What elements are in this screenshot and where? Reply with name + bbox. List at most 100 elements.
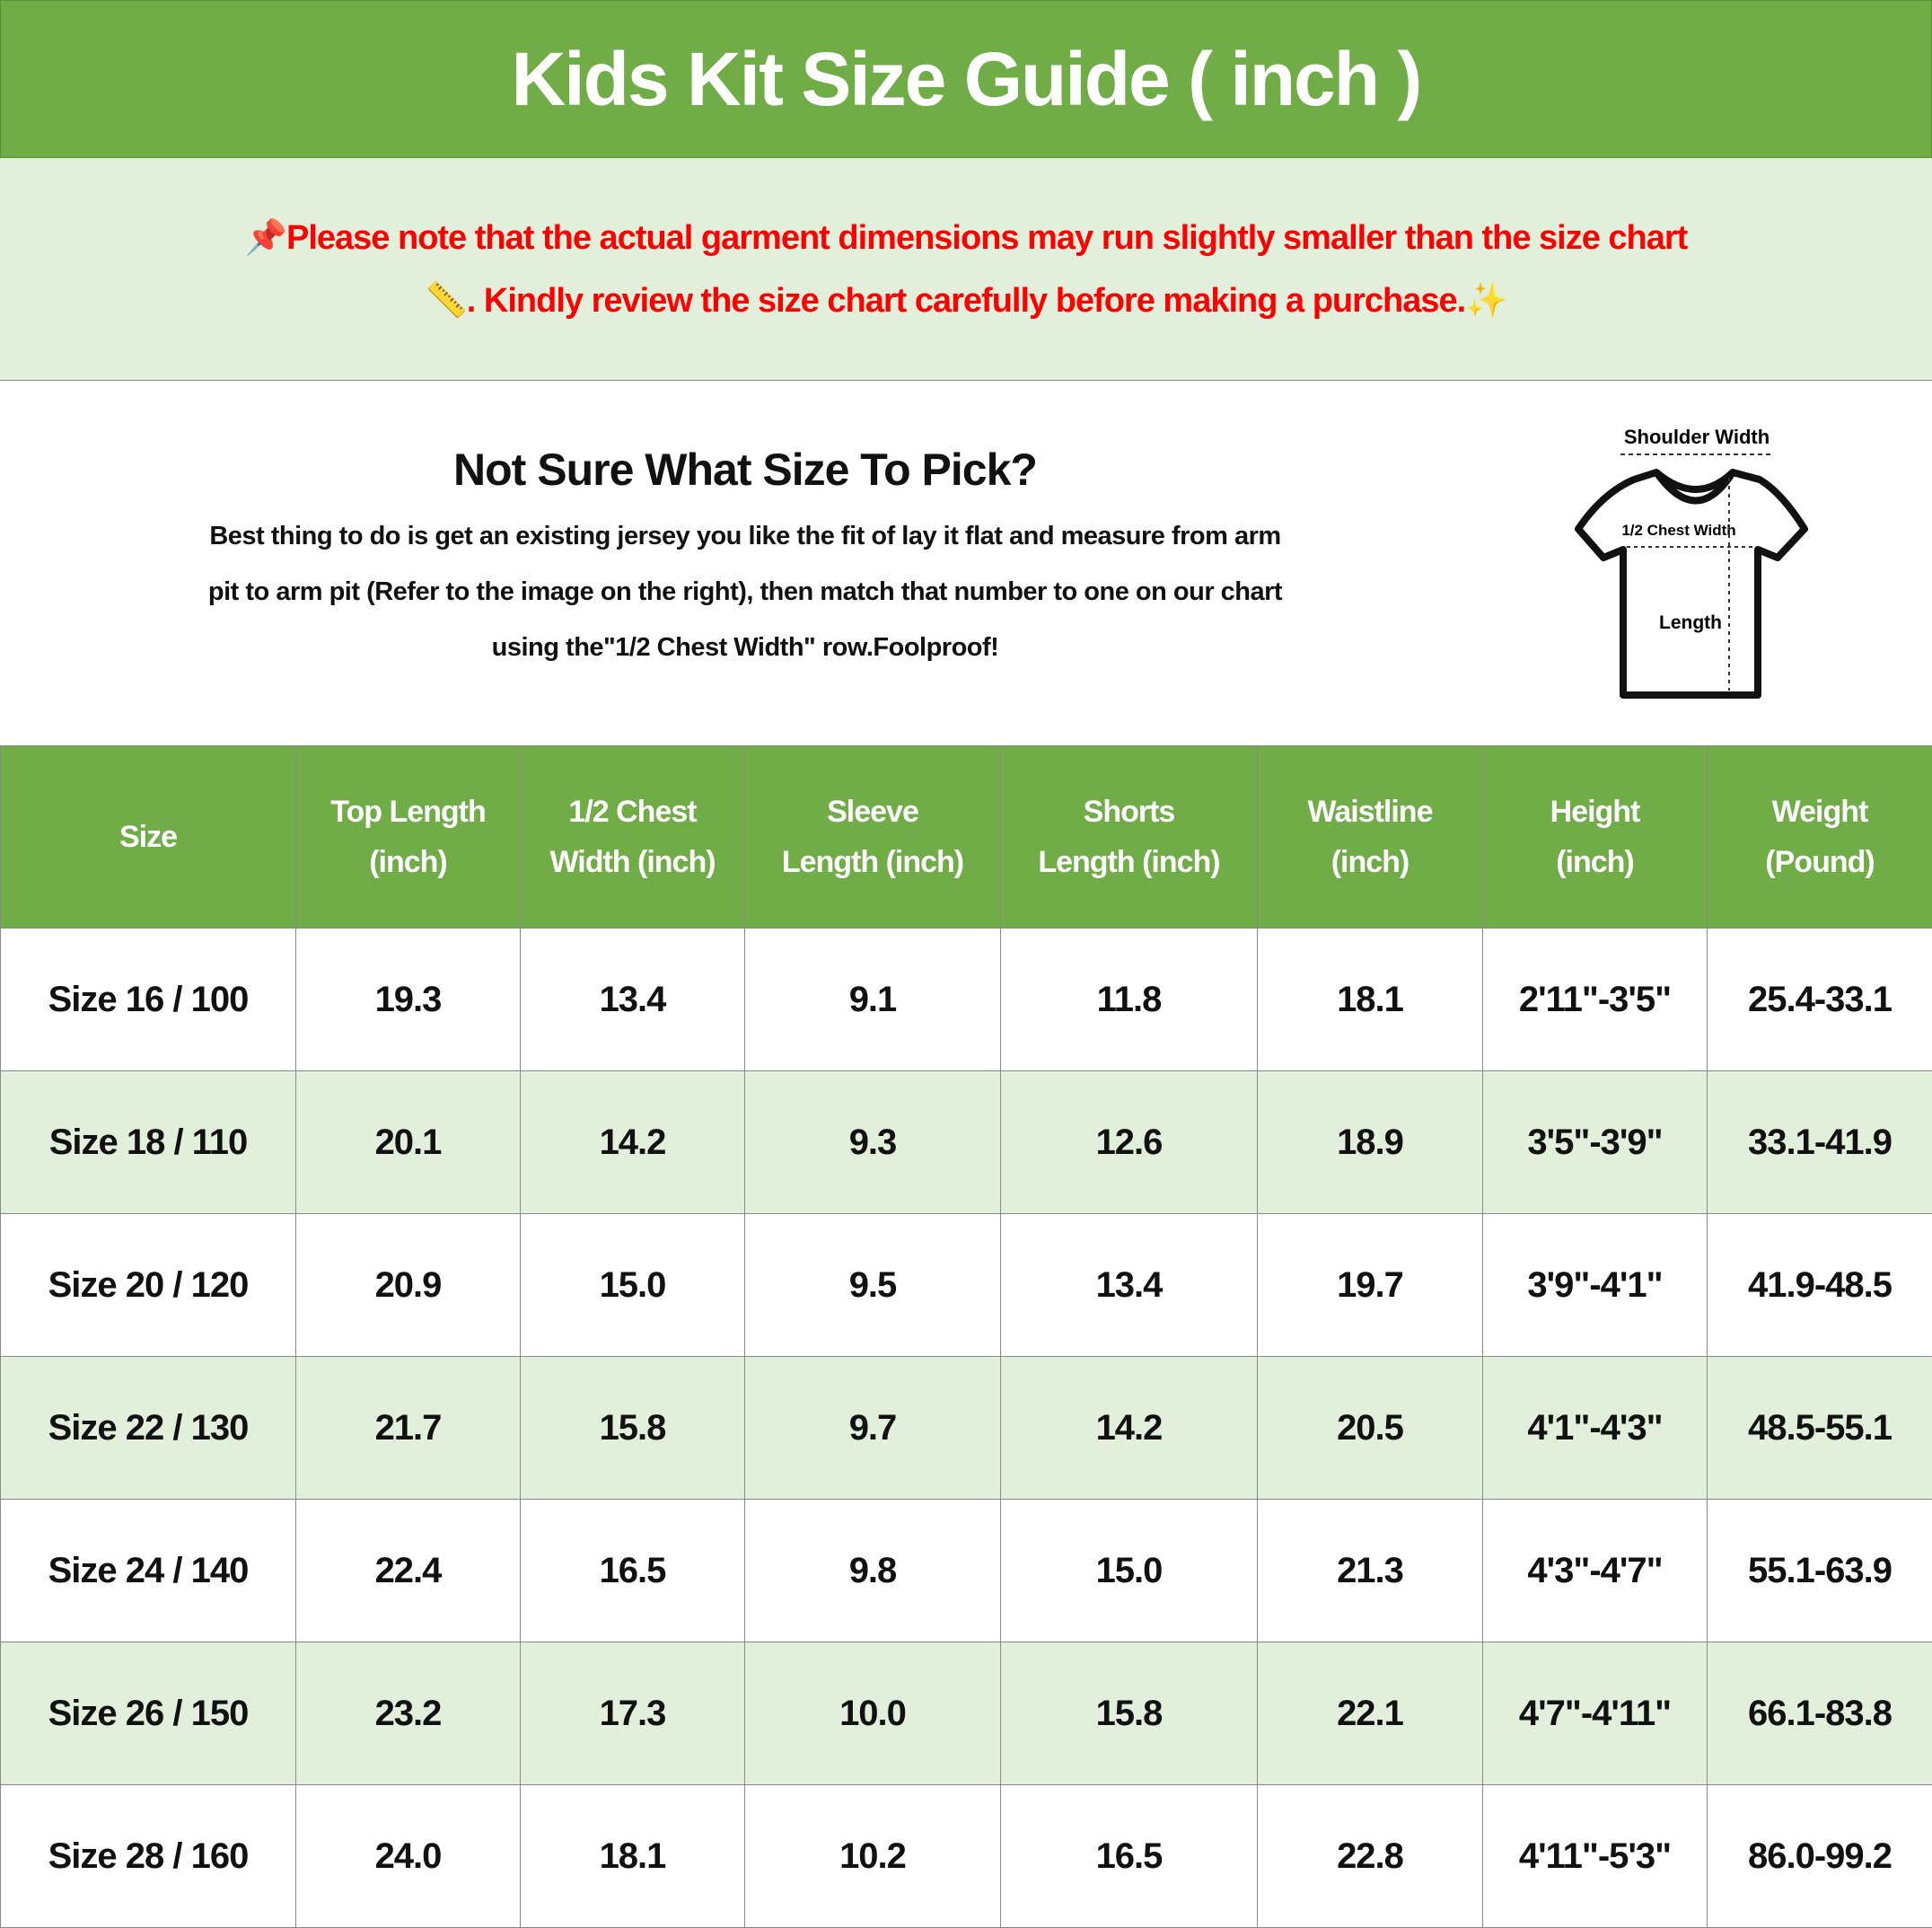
cell-value: 13.4 bbox=[1095, 1264, 1164, 1305]
table-cell: 13.4 bbox=[520, 928, 745, 1071]
table-cell: 13.4 bbox=[1000, 1213, 1258, 1357]
table-cell: 16.5 bbox=[520, 1499, 745, 1642]
table-cell: 3'5"-3'9" bbox=[1482, 1070, 1708, 1214]
cell-value: 15.0 bbox=[1095, 1550, 1164, 1590]
cell-value: 15.0 bbox=[599, 1264, 667, 1305]
column-header-line: Sleeve bbox=[827, 795, 919, 829]
ruler-icon: 📏 bbox=[425, 281, 467, 320]
column-header-line: Length (inch) bbox=[1038, 845, 1220, 879]
table-cell: 24.0 bbox=[295, 1784, 521, 1928]
cell-value: 10.2 bbox=[839, 1836, 907, 1876]
table-cell: 3'9"-4'1" bbox=[1482, 1213, 1708, 1357]
cell-value: 20.1 bbox=[374, 1122, 443, 1162]
cell-value: Size 26 / 150 bbox=[48, 1693, 250, 1733]
column-header: Sleeve Length (inch) bbox=[744, 745, 1001, 929]
cell-value: 18.1 bbox=[1337, 979, 1404, 1019]
tshirt-diagram-icon: Shoulder Width 1/2 Chest Width Length bbox=[1575, 426, 1808, 699]
cell-value: 25.4-33.1 bbox=[1747, 979, 1892, 1019]
column-header-line: Length (inch) bbox=[781, 845, 964, 879]
table-cell: 15.8 bbox=[520, 1356, 745, 1500]
cell-value: Size 20 / 120 bbox=[48, 1264, 250, 1305]
table-cell: 9.5 bbox=[744, 1213, 1001, 1357]
cell-value: 24.0 bbox=[374, 1836, 443, 1876]
cell-value: 14.2 bbox=[599, 1122, 667, 1162]
size-cell: Size 16 / 100 bbox=[0, 928, 296, 1071]
table-cell: 20.5 bbox=[1257, 1356, 1483, 1500]
size-table: Size Top Length (inch) 1/2 Chest Width (inch… bbox=[0, 745, 1932, 1928]
size-cell: Size 22 / 130 bbox=[0, 1356, 296, 1500]
cell-value: 22.8 bbox=[1337, 1836, 1404, 1876]
table-cell: 10.0 bbox=[744, 1642, 1001, 1785]
cell-value: 9.3 bbox=[848, 1122, 898, 1162]
table-cell: 15.0 bbox=[1000, 1499, 1258, 1642]
guide-text: Best thing to do is get an existing jers… bbox=[209, 522, 1281, 550]
size-cell: Size 28 / 160 bbox=[0, 1784, 296, 1928]
cell-value: 3'5"-3'9" bbox=[1527, 1122, 1663, 1162]
cell-value: 21.7 bbox=[374, 1407, 443, 1448]
cell-value: 15.8 bbox=[599, 1407, 667, 1448]
column-header: 1/2 Chest Width (inch) bbox=[520, 745, 745, 929]
table-cell: 2'11"-3'5" bbox=[1482, 928, 1708, 1071]
cell-value: 11.8 bbox=[1096, 979, 1163, 1019]
column-header-line: Width (inch) bbox=[549, 845, 716, 879]
column-header: Top Length (inch) bbox=[295, 745, 521, 929]
cell-value: 4'1"-4'3" bbox=[1527, 1407, 1663, 1448]
cell-value: 19.7 bbox=[1337, 1264, 1404, 1305]
table-cell: 55.1-63.9 bbox=[1707, 1499, 1932, 1642]
cell-value: 48.5-55.1 bbox=[1747, 1407, 1892, 1448]
cell-value: Size 18 / 110 bbox=[48, 1122, 249, 1162]
cell-value: 4'11"-5'3" bbox=[1518, 1836, 1672, 1876]
cell-value: 9.7 bbox=[848, 1407, 898, 1448]
size-cell: Size 20 / 120 bbox=[0, 1213, 296, 1357]
cell-value: 4'7"-4'11" bbox=[1518, 1693, 1672, 1733]
table-cell: 15.0 bbox=[520, 1213, 745, 1357]
chest-width-label: 1/2 Chest Width bbox=[1621, 522, 1735, 539]
measure-guide: Not Sure What Size To Pick? Best thing t… bbox=[0, 381, 1932, 745]
column-header: Weight (Pound) bbox=[1707, 745, 1932, 929]
table-cell: 15.8 bbox=[1000, 1642, 1258, 1785]
table-cell: 48.5-55.1 bbox=[1707, 1356, 1932, 1500]
table-cell: 18.1 bbox=[520, 1784, 745, 1928]
cell-value: 23.2 bbox=[374, 1693, 443, 1733]
table-cell: 4'1"-4'3" bbox=[1482, 1356, 1708, 1500]
cell-value: 16.5 bbox=[1095, 1836, 1164, 1876]
cell-value: 15.8 bbox=[1095, 1693, 1164, 1733]
cell-value: Size 28 / 160 bbox=[48, 1836, 250, 1876]
column-header-line: Shorts bbox=[1083, 795, 1176, 829]
cell-value: Size 24 / 140 bbox=[48, 1550, 250, 1590]
cell-value: 12.6 bbox=[1095, 1122, 1164, 1162]
shoulder-width-label: Shoulder Width bbox=[1624, 426, 1770, 448]
table-row: Size 28 / 160 24.0 18.1 10.2 16.5 22.8 4'11"-5… bbox=[0, 1784, 1932, 1928]
column-header: Shorts Length (inch) bbox=[1000, 745, 1258, 929]
cell-value: 4'3"-4'7" bbox=[1527, 1550, 1663, 1590]
table-cell: 14.2 bbox=[520, 1070, 745, 1214]
table-row: Size 18 / 110 20.1 14.2 9.3 12.6 18.9 3'5"-3'9… bbox=[0, 1070, 1932, 1214]
cell-value: 22.1 bbox=[1337, 1693, 1404, 1733]
table-cell: 25.4-33.1 bbox=[1707, 928, 1932, 1071]
column-header-line: (inch) bbox=[1330, 845, 1410, 879]
table-cell: 23.2 bbox=[295, 1642, 521, 1785]
column-header: Size bbox=[0, 745, 296, 929]
cell-value: 19.3 bbox=[374, 979, 443, 1019]
cell-value: 33.1-41.9 bbox=[1747, 1122, 1892, 1162]
column-header-line: (Pound) bbox=[1765, 845, 1875, 879]
column-header-line: (inch) bbox=[1556, 845, 1635, 879]
table-cell: 12.6 bbox=[1000, 1070, 1258, 1214]
table-cell: 14.2 bbox=[1000, 1356, 1258, 1500]
size-cell: Size 24 / 140 bbox=[0, 1499, 296, 1642]
table-cell: 19.7 bbox=[1257, 1213, 1483, 1357]
page-title: Kids Kit Size Guide ( inch ) bbox=[0, 0, 1932, 158]
table-row: Size 26 / 150 23.2 17.3 10.0 15.8 22.1 4'7"-4'… bbox=[0, 1642, 1932, 1785]
column-header: Waistline (inch) bbox=[1257, 745, 1483, 929]
table-cell: 21.7 bbox=[295, 1356, 521, 1500]
pushpin-icon: 📌 bbox=[244, 218, 287, 257]
table-cell: 17.3 bbox=[520, 1642, 745, 1785]
size-cell: Size 26 / 150 bbox=[0, 1642, 296, 1785]
cell-value: 3'9"-4'1" bbox=[1527, 1264, 1663, 1305]
table-cell: 10.2 bbox=[744, 1784, 1001, 1928]
table-cell: 22.8 bbox=[1257, 1784, 1483, 1928]
cell-value: 55.1-63.9 bbox=[1747, 1550, 1892, 1590]
column-header-line: Height bbox=[1550, 795, 1641, 829]
table-cell: 20.9 bbox=[295, 1213, 521, 1357]
cell-value: 20.5 bbox=[1337, 1407, 1404, 1448]
